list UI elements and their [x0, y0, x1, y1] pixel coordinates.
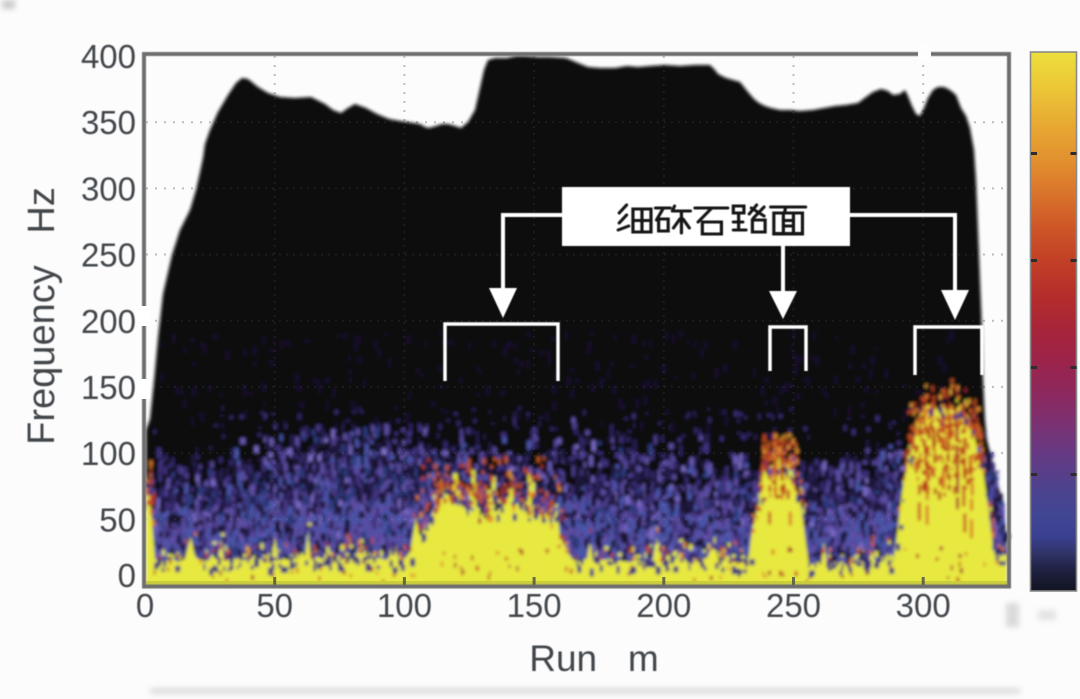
svg-text:100: 100: [81, 435, 136, 472]
svg-text:0: 0: [136, 587, 154, 624]
svg-text:Run m: Run m: [529, 638, 659, 679]
svg-text:400: 400: [81, 38, 136, 75]
svg-text:300: 300: [81, 170, 136, 207]
svg-text:250: 250: [81, 237, 136, 274]
svg-text:200: 200: [81, 303, 136, 340]
svg-text:250: 250: [766, 587, 821, 624]
svg-text:350: 350: [81, 104, 136, 141]
svg-text:50: 50: [99, 501, 136, 538]
svg-text:50: 50: [256, 587, 293, 624]
svg-text:200: 200: [636, 587, 691, 624]
svg-text:100: 100: [377, 587, 432, 624]
svg-text:150: 150: [507, 587, 562, 624]
svg-text:0: 0: [118, 557, 136, 594]
svg-text:300: 300: [896, 587, 951, 624]
svg-text:150: 150: [81, 369, 136, 406]
svg-text:Frequency Hz: Frequency Hz: [21, 187, 63, 445]
